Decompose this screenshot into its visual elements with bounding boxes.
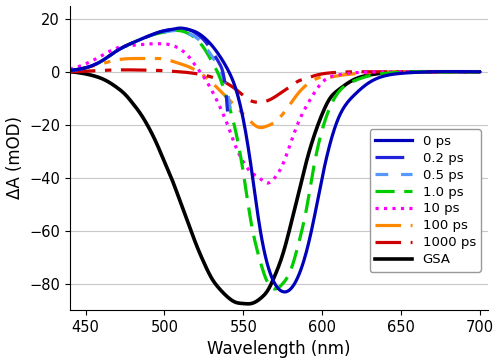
- Y-axis label: ΔA (mOD): ΔA (mOD): [6, 116, 24, 199]
- X-axis label: Wavelength (nm): Wavelength (nm): [207, 340, 350, 359]
- Legend: 0 ps, 0.2 ps, 0.5 ps, 1.0 ps, 10 ps, 100 ps, 1000 ps, GSA: 0 ps, 0.2 ps, 0.5 ps, 1.0 ps, 10 ps, 100…: [370, 129, 481, 272]
